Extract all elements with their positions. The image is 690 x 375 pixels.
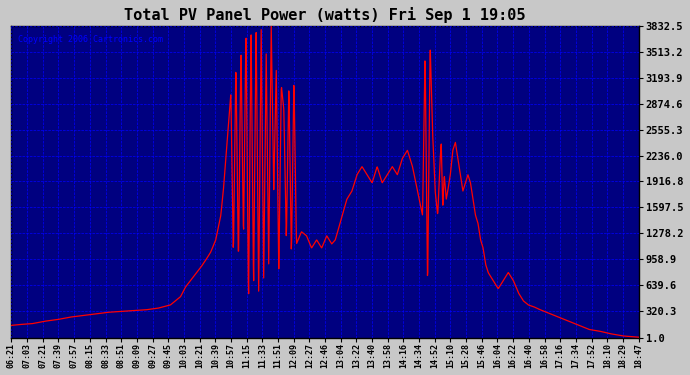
Text: Copyright 2006 Cartronics.com: Copyright 2006 Cartronics.com [18,35,163,44]
Title: Total PV Panel Power (watts) Fri Sep 1 19:05: Total PV Panel Power (watts) Fri Sep 1 1… [124,7,526,23]
